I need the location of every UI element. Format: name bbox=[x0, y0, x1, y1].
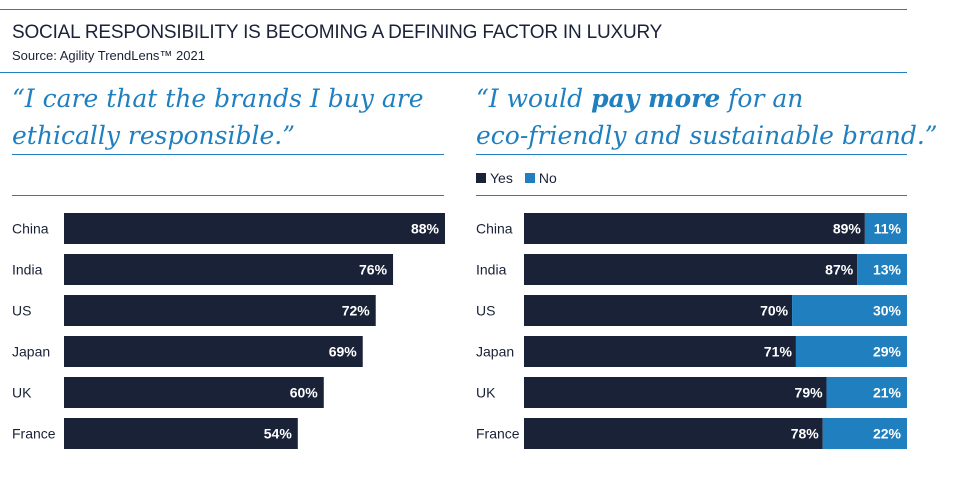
legend-item-yes: Yes bbox=[476, 170, 513, 186]
right-bar-no-label: 21% bbox=[873, 385, 902, 401]
right-quote-line2: eco-friendly and sustainable brand.” bbox=[476, 121, 938, 150]
right-bar-yes-label: 78% bbox=[791, 426, 820, 442]
right-bar-yes bbox=[524, 295, 793, 326]
right-bar-no-label: 22% bbox=[873, 426, 902, 442]
right-chart-rule bbox=[476, 195, 907, 196]
right-category-label: US bbox=[476, 303, 495, 319]
right-bar-no bbox=[857, 254, 907, 285]
left-quote-rule bbox=[12, 154, 444, 155]
right-bar-yes-label: 71% bbox=[764, 344, 793, 360]
legend-item-no: No bbox=[524, 170, 557, 186]
right-bar-no bbox=[826, 377, 907, 408]
right-bar-yes bbox=[524, 213, 865, 244]
left-bar-value-label: 88% bbox=[411, 221, 440, 237]
left-bar bbox=[64, 336, 363, 367]
legend-swatch-yes bbox=[476, 173, 486, 183]
right-category-label: China bbox=[476, 221, 513, 237]
left-category-label: Japan bbox=[12, 344, 50, 360]
right-quote-line1: “I would pay more for an bbox=[476, 80, 938, 117]
left-quote-line2: ethically responsible.” bbox=[12, 121, 295, 150]
right-bar-yes-label: 70% bbox=[760, 303, 789, 319]
legend-swatch-no bbox=[524, 173, 535, 183]
right-quote-line1-start: “I would bbox=[476, 84, 592, 113]
right-category-label: India bbox=[476, 262, 507, 278]
right-bar-yes-label: 87% bbox=[825, 262, 854, 278]
right-quote-emphasis: pay more bbox=[591, 84, 721, 113]
right-category-label: Japan bbox=[476, 344, 514, 360]
right-bar-no-label: 29% bbox=[873, 344, 902, 360]
legend-label-no: No bbox=[538, 170, 557, 186]
right-bar-yes-label: 79% bbox=[795, 385, 824, 401]
source-note: Source: Agility TrendLens™ 2021 bbox=[12, 48, 205, 63]
left-category-label: India bbox=[12, 262, 43, 278]
left-quote-line1: “I care that the brands I buy are bbox=[12, 84, 424, 113]
right-quote: “I would pay more for an eco-friendly an… bbox=[476, 80, 938, 154]
left-quote: “I care that the brands I buy are ethica… bbox=[12, 80, 424, 154]
right-bar-yes bbox=[524, 377, 827, 408]
chart-legend: Yes No bbox=[476, 170, 563, 186]
left-category-label: China bbox=[12, 221, 49, 237]
right-bar-no-label: 30% bbox=[873, 303, 902, 319]
left-category-label: France bbox=[12, 426, 56, 442]
left-bar-value-label: 76% bbox=[359, 262, 388, 278]
legend-label-yes: Yes bbox=[490, 170, 513, 186]
left-chart-rule bbox=[12, 195, 444, 196]
top-rule bbox=[0, 9, 907, 10]
page-title: SOCIAL RESPONSIBILITY IS BECOMING A DEFI… bbox=[12, 22, 663, 43]
left-bar bbox=[64, 418, 298, 449]
right-bar-no bbox=[822, 418, 907, 449]
right-bar-no bbox=[864, 213, 907, 244]
right-bar-yes bbox=[524, 336, 796, 367]
right-bar-yes-label: 89% bbox=[833, 221, 862, 237]
right-quote-rule bbox=[476, 154, 907, 155]
left-bar bbox=[64, 254, 394, 285]
left-bar bbox=[64, 213, 445, 244]
left-bar-value-label: 60% bbox=[290, 385, 319, 401]
right-bar-no-label: 11% bbox=[874, 221, 902, 237]
left-bar-value-label: 72% bbox=[342, 303, 371, 319]
left-bar-value-label: 69% bbox=[329, 344, 358, 360]
right-bar-no bbox=[795, 336, 907, 367]
left-category-label: US bbox=[12, 303, 31, 319]
right-category-label: France bbox=[476, 426, 520, 442]
left-category-label: UK bbox=[12, 385, 32, 401]
right-quote-line1-end: for an bbox=[720, 84, 804, 113]
right-bar-no bbox=[792, 295, 907, 326]
left-bar-value-label: 54% bbox=[264, 426, 293, 442]
left-bar bbox=[64, 377, 324, 408]
right-bar-yes bbox=[524, 418, 823, 449]
left-bar bbox=[64, 295, 376, 326]
right-bar-no-label: 13% bbox=[873, 262, 902, 278]
right-category-label: UK bbox=[476, 385, 496, 401]
right-bar-yes bbox=[524, 254, 858, 285]
header-rule bbox=[0, 72, 907, 73]
